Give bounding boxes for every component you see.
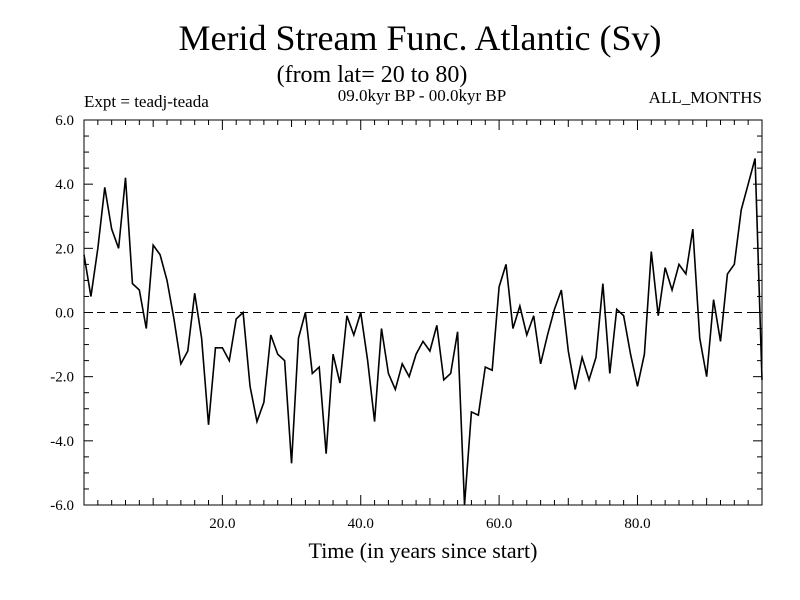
chart-title: Merid Stream Func. Atlantic (Sv)	[179, 18, 662, 58]
series-group	[83, 158, 763, 506]
y-tick-label: -2.0	[50, 370, 74, 386]
y-tick-label: -6.0	[50, 498, 74, 514]
x-axis-label: Time (in years since start)	[309, 538, 538, 563]
months-label: ALL_MONTHS	[649, 88, 762, 107]
x-tick-label: 80.0	[624, 516, 650, 532]
y-tick-label: 0.0	[55, 306, 74, 322]
period-label: 09.0kyr BP - 00.0kyr BP	[338, 86, 506, 105]
series-line	[83, 158, 763, 506]
experiment-label: Expt = teadj-teada	[84, 92, 209, 111]
x-tick-label: 60.0	[486, 516, 512, 532]
y-tick-label: 6.0	[55, 113, 74, 129]
x-tick-label: 40.0	[348, 516, 374, 532]
chart-subtitle: (from lat= 20 to 80)	[277, 62, 468, 88]
y-tick-label: 2.0	[55, 241, 74, 257]
y-axis-tick-labels: -6.0 -4.0 -2.0 0.0 2.0 4.0 6.0	[50, 113, 74, 514]
y-tick-label: 4.0	[55, 177, 74, 193]
y-axis-ticks	[84, 119, 762, 506]
x-axis-ticks	[97, 120, 763, 505]
x-axis-tick-labels: 20.0 40.0 60.0 80.0	[209, 516, 650, 532]
x-tick-label: 20.0	[209, 516, 235, 532]
y-tick-label: -4.0	[50, 434, 74, 450]
